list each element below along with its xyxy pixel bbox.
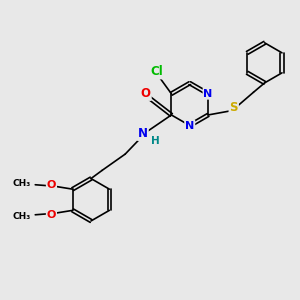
Text: H: H xyxy=(152,136,160,146)
Text: O: O xyxy=(47,180,56,190)
Text: Cl: Cl xyxy=(150,65,163,79)
Text: CH₃: CH₃ xyxy=(13,212,31,221)
Text: O: O xyxy=(141,87,151,100)
Text: N: N xyxy=(203,89,213,99)
Text: CH₃: CH₃ xyxy=(13,179,31,188)
Text: N: N xyxy=(185,121,194,130)
Text: N: N xyxy=(138,127,148,140)
Text: O: O xyxy=(47,210,56,220)
Text: S: S xyxy=(230,101,238,114)
